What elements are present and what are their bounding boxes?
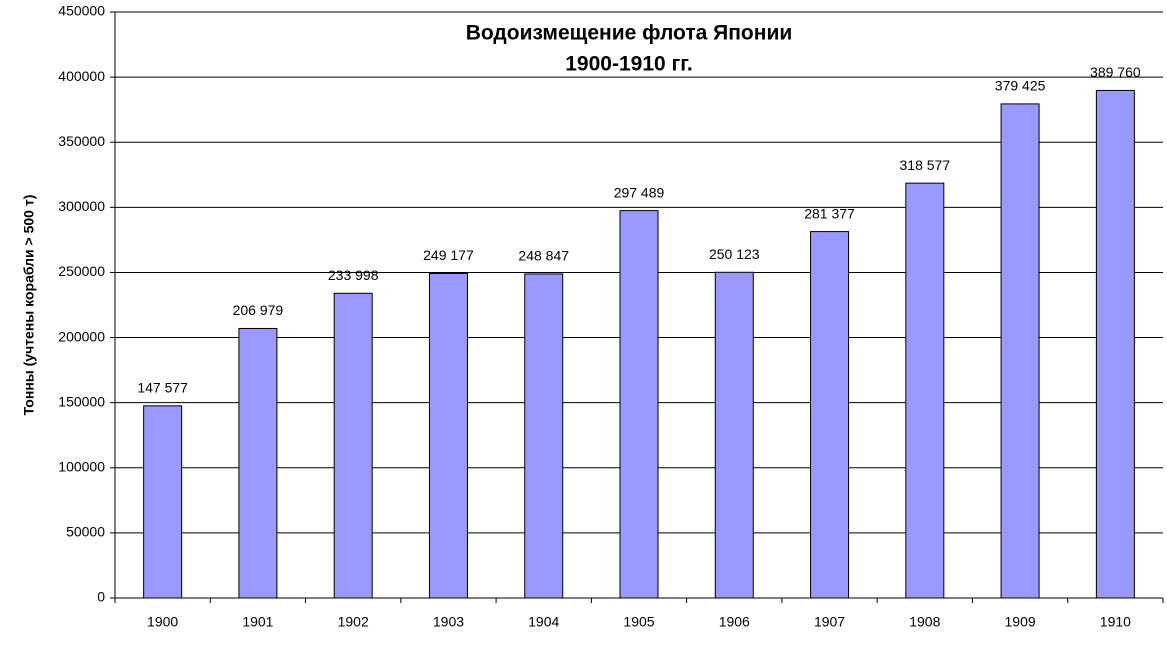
y-tick-label: 350000 — [58, 133, 105, 149]
value-label: 233 998 — [328, 267, 379, 283]
y-tick-label: 50000 — [66, 524, 105, 540]
bar — [619, 210, 659, 599]
y-tick-label: 450000 — [58, 3, 105, 19]
value-label: 297 489 — [614, 184, 665, 200]
chart-subtitle: 1900-1910 гг. — [565, 53, 693, 76]
value-label: 248 847 — [518, 248, 569, 264]
x-tick-label: 1909 — [1005, 614, 1036, 630]
bar — [1000, 103, 1040, 599]
bar — [714, 271, 754, 599]
chart-title: Водоизмещение флота Японии — [466, 22, 793, 45]
x-tick-label: 1904 — [528, 614, 559, 630]
value-label: 318 577 — [900, 157, 951, 173]
y-tick-label: 0 — [97, 589, 105, 605]
value-label: 206 979 — [233, 302, 284, 318]
value-label: 250 123 — [709, 246, 760, 262]
y-tick-label: 100000 — [58, 458, 105, 474]
y-tick-label: 300000 — [58, 198, 105, 214]
y-tick-label: 250000 — [58, 263, 105, 279]
y-tick-label: 200000 — [58, 328, 105, 344]
x-tick-label: 1900 — [147, 614, 178, 630]
bar — [905, 182, 945, 599]
bar — [333, 292, 373, 599]
x-tick-label: 1903 — [433, 614, 464, 630]
bar — [143, 405, 183, 599]
x-tick-label: 1907 — [814, 614, 845, 630]
bar — [428, 273, 468, 599]
value-label: 249 177 — [423, 247, 474, 263]
bar — [238, 327, 278, 599]
value-label: 147 577 — [137, 380, 188, 396]
bar — [524, 273, 564, 599]
value-label: 379 425 — [995, 78, 1046, 94]
x-tick-label: 1905 — [623, 614, 654, 630]
x-tick-label: 1902 — [338, 614, 369, 630]
bar — [810, 231, 850, 599]
y-axis-label: Тонны (учтены корабли > 500 т) — [21, 195, 37, 416]
y-tick-label: 400000 — [58, 68, 105, 84]
x-tick-label: 1901 — [242, 614, 273, 630]
x-tick-label: 1908 — [909, 614, 940, 630]
value-label: 281 377 — [804, 205, 855, 221]
bar — [1095, 89, 1135, 599]
x-tick-label: 1910 — [1100, 614, 1131, 630]
x-tick-label: 1906 — [719, 614, 750, 630]
value-label: 389 760 — [1090, 64, 1141, 80]
y-tick-label: 150000 — [58, 393, 105, 409]
